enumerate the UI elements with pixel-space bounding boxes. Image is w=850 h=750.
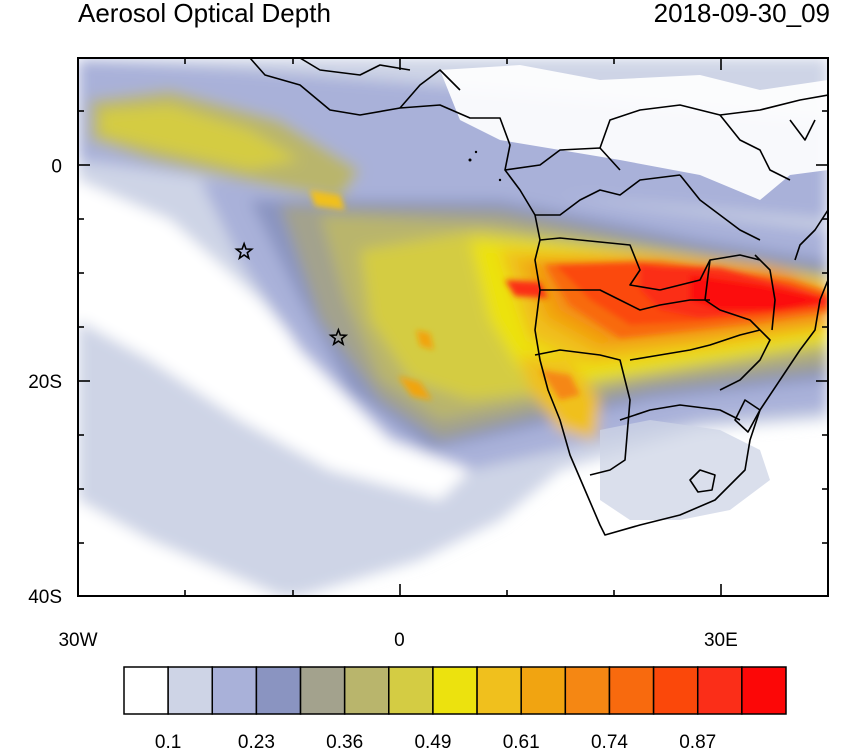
colorbar-box — [123, 666, 169, 715]
colorbar-box — [608, 666, 655, 715]
colorbar-label: 0.61 — [503, 732, 540, 750]
map-title: Aerosol Optical Depth — [78, 0, 331, 28]
colorbar-label: 0.36 — [326, 732, 363, 750]
colorbar-box — [167, 666, 214, 715]
colorbar-label: 0.1 — [155, 732, 181, 750]
aod-field — [78, 58, 828, 596]
y-axis-labels: 0 20S 40S — [28, 157, 62, 608]
x-tick-label: 30W — [58, 630, 97, 651]
colorbar — [123, 666, 787, 715]
colorbar-box — [652, 666, 699, 715]
colorbar-box — [476, 666, 522, 715]
y-tick-label: 0 — [51, 157, 62, 178]
x-axis-labels: 30W 0 30E — [58, 630, 737, 651]
star-marker-icon — [328, 327, 349, 347]
site-markers — [234, 241, 349, 347]
colorbar-box — [696, 666, 743, 715]
colorbar-label: 0.74 — [591, 732, 628, 750]
colorbar-box — [432, 666, 478, 715]
x-tick-label: 0 — [394, 630, 405, 651]
colorbar-box — [299, 666, 346, 715]
colorbar-label: 0.87 — [679, 732, 716, 750]
colorbar-box — [564, 666, 611, 715]
colorbar-label: 0.49 — [414, 732, 451, 750]
colorbar-box — [211, 666, 258, 715]
colorbar-box — [343, 666, 390, 715]
colorbar-box — [520, 666, 567, 715]
star-marker-icon — [234, 241, 254, 261]
colorbar-labels: 0.1 0.23 0.36 0.49 0.61 0.74 0.87 — [155, 732, 716, 750]
coastlines — [249, 58, 828, 536]
colorbar-box — [255, 666, 302, 715]
colorbar-label: 0.23 — [238, 732, 275, 750]
colorbar-box — [741, 666, 787, 715]
map-timestamp: 2018-09-30_09 — [653, 0, 830, 28]
y-tick-label: 40S — [28, 587, 62, 608]
y-tick-label: 20S — [28, 372, 62, 393]
tick-marks — [77, 58, 828, 597]
colorbar-box — [388, 666, 434, 715]
x-tick-label: 30E — [704, 630, 738, 651]
